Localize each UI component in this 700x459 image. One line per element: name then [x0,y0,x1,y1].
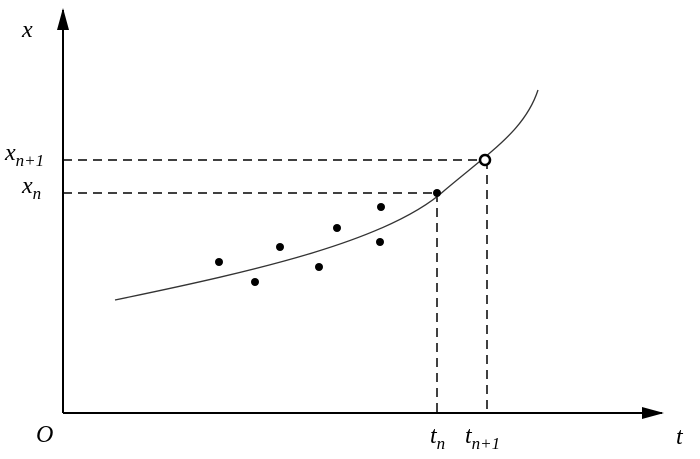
point [377,203,385,211]
point [215,258,223,266]
label-sub: n [33,184,42,203]
point [315,263,323,271]
x-axis-label: t [676,424,684,450]
label-base: x [21,173,33,199]
predicted-point [478,153,492,167]
y-axis-label: x [21,17,33,43]
points [215,189,441,286]
label-sub: n+1 [472,434,500,453]
label-sub: n [437,434,446,453]
point [376,238,384,246]
label-t-n: tn [430,423,445,453]
label-x-n1: xn+1 [4,140,44,170]
label-base: x [4,140,16,166]
point [251,278,259,286]
point [333,224,341,232]
origin-label: O [36,422,53,448]
label-base: t [465,423,473,449]
point [276,243,284,251]
label-t-n1: tn+1 [465,423,500,453]
label-base: t [430,423,438,449]
guides [63,159,488,413]
curve [114,89,539,301]
label-x-n: xn [21,173,41,203]
label-sub: n+1 [16,151,44,170]
point [433,189,441,197]
